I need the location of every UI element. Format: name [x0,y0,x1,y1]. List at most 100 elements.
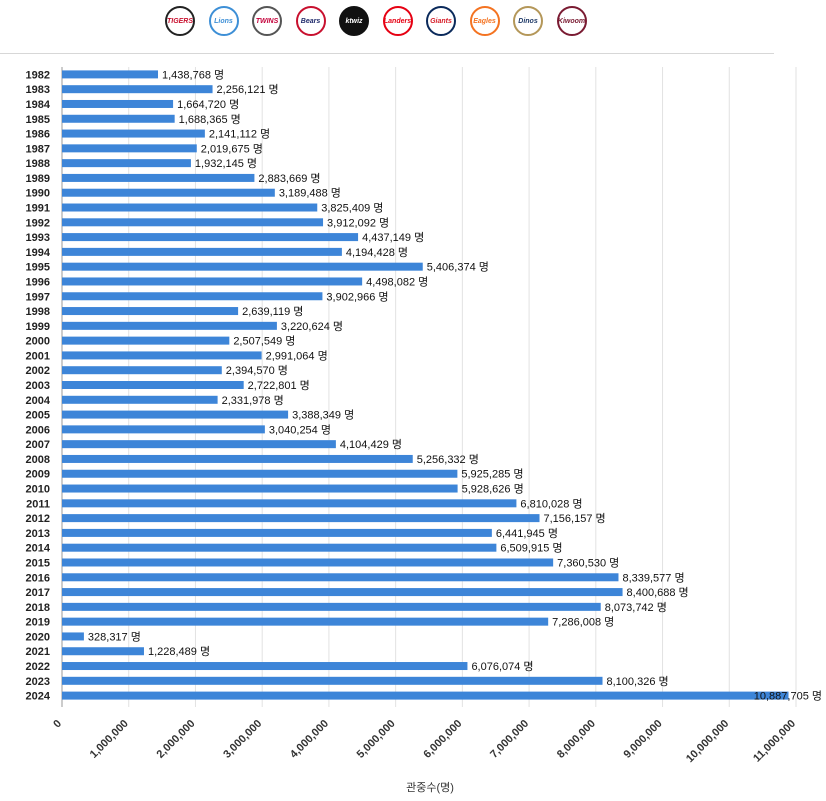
y-label-2002: 2002 [26,365,50,377]
bar-1985 [62,114,175,123]
lotte-giants-logo: Giants [426,6,456,36]
y-label-2017: 2017 [26,587,50,599]
x-tick-label: 0 [51,718,64,731]
y-label-1998: 1998 [26,306,50,318]
bar-2019 [62,617,549,626]
y-label-2003: 2003 [26,380,50,392]
x-tick-label: 8,000,000 [555,718,598,761]
x-tick-label: 2,000,000 [154,718,197,761]
x-tick-label: 5,000,000 [355,718,398,761]
y-label-2006: 2006 [26,424,50,436]
bar-1987 [62,144,197,153]
x-tick-label: 11,000,000 [751,718,798,765]
bar-1991 [62,203,318,212]
bar-1999 [62,321,277,330]
value-label-1984: 1,664,720 명 [177,98,239,111]
bar-2014 [62,543,497,552]
doosan-bears-logo: Bears [295,6,326,36]
bar-2013 [62,528,492,537]
y-label-1989: 1989 [26,173,50,185]
kiwoom-heroes-logo: Kiwoom [556,6,587,36]
y-label-2016: 2016 [26,572,50,584]
y-label-1984: 1984 [26,99,51,111]
value-label-2002: 2,394,570 명 [226,364,288,377]
bar-1986 [62,129,205,138]
bar-2018 [62,602,601,611]
bar-2022 [62,662,468,671]
bar-1992 [62,218,324,227]
y-label-1991: 1991 [26,203,50,215]
value-label-2018: 8,073,742 명 [605,601,667,614]
header-divider [0,53,774,54]
y-label-2023: 2023 [26,676,50,688]
value-label-1996: 4,498,082 명 [366,275,428,288]
y-label-2024: 2024 [26,691,51,703]
value-label-1988: 1,932,145 명 [195,157,257,170]
value-label-2010: 5,928,626 명 [462,483,524,496]
x-tick-label: 4,000,000 [288,718,331,761]
bar-2012 [62,514,540,523]
bar-2016 [62,573,619,582]
bar-2009 [62,469,458,478]
y-label-1994: 1994 [26,247,51,259]
bar-2006 [62,425,265,434]
bar-1988 [62,159,191,168]
y-label-2012: 2012 [26,513,50,525]
lg-twins-logo-text: TWINS [255,17,279,25]
value-label-2000: 2,507,549 명 [233,335,295,348]
y-label-1987: 1987 [26,143,50,155]
y-label-1999: 1999 [26,321,50,333]
bar-1993 [62,233,359,242]
value-label-2003: 2,722,801 명 [248,379,310,392]
value-label-1985: 1,688,365 명 [179,113,241,126]
bar-2017 [62,588,623,597]
bar-2023 [62,676,603,685]
kt-wiz-logo: ktwiz [339,6,369,36]
nc-dinos-logo: Dinos [513,6,543,36]
nc-dinos-logo-text: Dinos [518,17,538,25]
x-tick-label: 9,000,000 [622,718,665,761]
bar-2000 [62,336,230,345]
value-label-2005: 3,388,349 명 [292,409,354,422]
bar-1984 [62,99,174,108]
lotte-giants-logo-text: Giants [430,17,452,25]
y-label-2000: 2000 [26,336,50,348]
kiwoom-heroes-logo-text: Kiwoom [557,17,586,25]
value-label-2019: 7,286,008 명 [552,616,614,629]
bar-1990 [62,188,275,197]
value-label-2011: 6,810,028 명 [520,497,582,510]
kia-tigers-logo-text: TIGERS [166,17,194,25]
bar-1982 [62,70,159,79]
doosan-bears-logo-text: Bears [300,17,321,25]
y-label-2018: 2018 [26,602,50,614]
y-label-2021: 2021 [26,646,50,658]
value-label-2014: 6,509,915 명 [500,542,562,555]
value-label-2006: 3,040,254 명 [269,423,331,436]
x-axis-tick-labels: 0 1,000,000 2,000,000 3,000,000 4,000,000 5,0… [51,718,798,765]
y-label-2015: 2015 [26,557,50,569]
value-label-2007: 4,104,429 명 [340,438,402,451]
bar-1983 [62,85,213,94]
y-label-2007: 2007 [26,439,50,451]
y-label-1992: 1992 [26,217,50,229]
value-label-1992: 3,912,092 명 [327,216,389,229]
bar-1995 [62,262,423,271]
value-label-1997: 3,902,966 명 [326,290,388,303]
bar-1994 [62,247,342,256]
value-label-2013: 6,441,945 명 [496,527,558,540]
bars [62,70,789,700]
y-label-2010: 2010 [26,484,50,496]
bar-2011 [62,499,517,508]
value-label-2009: 5,925,285 명 [461,468,523,481]
value-label-1983: 2,256,121 명 [217,83,279,96]
y-label-1996: 1996 [26,276,50,288]
value-label-1999: 3,220,624 명 [281,320,343,333]
bar-2024 [62,691,789,700]
y-label-2005: 2005 [26,410,50,422]
bar-2003 [62,381,244,389]
y-axis-labels: 1982 1983 1984 1985 1986 1987 1988 1989 1990 1991… [26,69,51,702]
x-tick-label: 7,000,000 [488,718,531,761]
bar-1996 [62,277,363,286]
y-label-1985: 1985 [26,114,50,126]
